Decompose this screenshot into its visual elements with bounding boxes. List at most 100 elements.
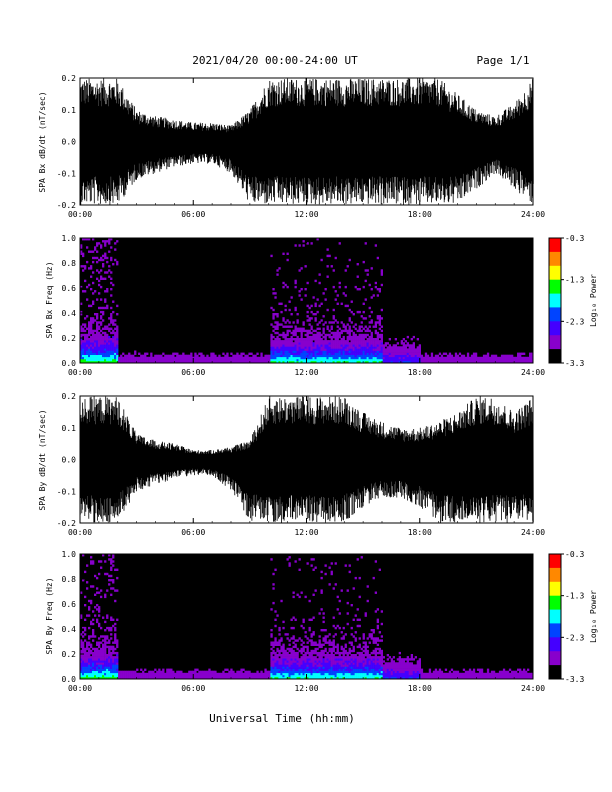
spectrogram-cell xyxy=(88,664,91,667)
spectrogram-cell xyxy=(336,672,339,676)
spectrogram-cell xyxy=(354,333,357,337)
spectrogram-cell xyxy=(308,629,311,632)
spectrogram-cell xyxy=(322,654,325,657)
spectrogram-cell xyxy=(116,354,119,358)
spectrogram-cell xyxy=(352,635,355,638)
spectrogram-cell xyxy=(186,356,189,360)
spectrogram-cell xyxy=(320,344,323,347)
spectrogram-cell xyxy=(326,356,329,360)
spectrogram-cell xyxy=(352,654,355,657)
spectrogram-cell xyxy=(474,356,478,360)
spectrogram-cell xyxy=(298,595,301,599)
spectrogram-cell xyxy=(138,360,141,364)
spectrogram-cell xyxy=(466,356,470,360)
spectrogram-cell xyxy=(150,356,153,360)
spectrogram-cell xyxy=(296,664,299,667)
spectrogram-cell xyxy=(314,350,317,353)
spectrogram-cell xyxy=(114,633,117,636)
spectrogram-cell xyxy=(330,325,333,328)
spectrogram-cell xyxy=(286,252,289,255)
spectrogram-cell xyxy=(88,321,91,324)
spectrogram-cell xyxy=(338,327,341,330)
spectrogram-cell xyxy=(96,654,99,657)
spectrogram-cell xyxy=(394,350,397,353)
spectrogram-cell xyxy=(352,344,355,347)
spectrogram-cell xyxy=(366,354,369,358)
spectrogram-cell xyxy=(258,674,261,678)
spectrogram-cell xyxy=(384,352,387,355)
spectrogram-cell xyxy=(350,344,353,347)
spectrogram-cell xyxy=(318,340,321,343)
spectrogram-cell xyxy=(218,358,221,362)
spectrogram-cell xyxy=(434,354,438,358)
spectrogram-cell xyxy=(274,327,277,330)
spectrogram-cell xyxy=(316,238,319,241)
spectrogram-cell xyxy=(428,668,432,671)
spectrogram-cell xyxy=(284,321,287,324)
spectrogram-cell xyxy=(90,651,93,655)
spectrogram-cell xyxy=(302,358,305,362)
spectrogram-cell xyxy=(200,358,203,362)
spectrogram-cell xyxy=(162,676,165,680)
spectrogram-cell xyxy=(214,676,217,680)
spectrogram-cell xyxy=(92,670,95,674)
spectrogram-cell xyxy=(112,645,115,649)
spectrogram-cell xyxy=(402,350,405,353)
spectrogram-cell xyxy=(326,348,329,351)
spectrogram-cell xyxy=(102,354,105,358)
spectrogram-cell xyxy=(80,358,83,362)
spectrogram-cell xyxy=(236,356,239,360)
spectrogram-cell xyxy=(202,356,205,360)
spectrogram-cell xyxy=(304,656,307,659)
spectrogram-cell xyxy=(482,358,486,362)
spectrogram-cell xyxy=(246,356,249,360)
spectrogram-cell xyxy=(406,335,409,339)
spectrogram-cell xyxy=(446,674,450,678)
spectrogram-cell xyxy=(394,670,397,674)
spectrogram-cell xyxy=(270,662,273,665)
spectrogram-cell xyxy=(338,281,341,285)
spectrogram-cell xyxy=(264,354,267,358)
spectrogram-cell xyxy=(402,664,405,667)
spectrogram-cell xyxy=(272,317,275,320)
spectrogram-cell xyxy=(348,660,351,663)
spectrogram-cell xyxy=(150,352,153,355)
spectrogram-cell xyxy=(506,358,510,362)
spectrogram-cell xyxy=(276,658,279,661)
spectrogram-cell xyxy=(314,356,317,360)
spectrogram-cell xyxy=(158,356,161,360)
spectrogram-cell xyxy=(212,670,215,674)
spectrogram-cell xyxy=(350,676,353,680)
spectrogram-cell xyxy=(338,354,341,358)
spectrogram-cell xyxy=(368,664,371,667)
spectrogram-cell xyxy=(508,356,512,360)
spectrogram-cell xyxy=(322,664,325,667)
spectrogram-cell xyxy=(314,666,317,669)
y-tick-label: 0.0 xyxy=(62,359,77,368)
spectrogram-cell xyxy=(370,664,373,667)
spectrogram-cell xyxy=(100,641,103,644)
spectrogram-cell xyxy=(272,583,275,586)
spectrogram-cell xyxy=(276,666,279,669)
spectrogram-cell xyxy=(342,647,345,651)
spectrogram-cell xyxy=(448,356,452,360)
spectrogram-cell xyxy=(340,672,343,676)
spectrogram-cell xyxy=(100,674,103,678)
spectrogram-cell xyxy=(458,352,462,355)
spectrogram-cell xyxy=(294,329,297,333)
spectrogram-cell xyxy=(378,662,381,665)
spectrogram-cell xyxy=(158,676,161,680)
spectrogram-cell xyxy=(338,242,341,245)
spectrogram-cell xyxy=(386,668,389,671)
spectrogram-cell xyxy=(84,647,87,651)
spectrogram-cell xyxy=(110,676,113,680)
spectrogram-cell xyxy=(112,300,115,303)
spectrogram-cell xyxy=(292,641,295,644)
spectrogram-cell xyxy=(358,327,361,330)
spectrogram-cell xyxy=(182,358,185,362)
spectrogram-cell xyxy=(366,356,369,360)
spectrogram-cell xyxy=(312,672,315,676)
spectrogram-cell xyxy=(180,356,183,360)
spectrogram-cell xyxy=(364,335,367,339)
spectrogram-cell xyxy=(330,358,333,362)
